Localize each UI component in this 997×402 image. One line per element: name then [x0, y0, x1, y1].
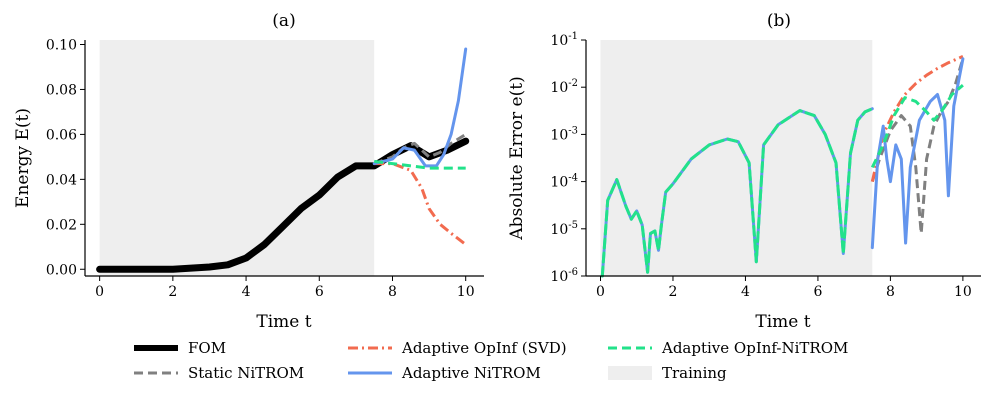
panel-b: (b) 0 2 4 6 8 10 10-6 10-5 10-4 10-3 10-2 10-1 Time… [507, 11, 981, 332]
y-tick-label-a: 0.08 [46, 82, 77, 98]
y-tick-label-b: 10-6 [550, 267, 578, 285]
panel-a: (a) 0 2 4 6 8 10 0.00 0.02 0.04 0.06 0.08 0.10 Time… [13, 11, 484, 332]
series-a-fom [96, 137, 470, 273]
legend-entry-fom: FOM [134, 339, 226, 357]
legend-entry-training: Training [608, 364, 727, 382]
x-tick-label-b: 0 [596, 284, 605, 300]
panel-b-training-region [600, 40, 873, 276]
x-tick-label-a: 6 [315, 284, 324, 300]
series-b-adaptive-nitrom [870, 57, 965, 250]
x-tick-label-a: 0 [95, 284, 104, 300]
series-b-adaptive-opinf-svd [870, 55, 964, 182]
series-a-adaptive-opinf-nitrom [374, 159, 466, 170]
panel-b-xlabel: Time t [755, 312, 810, 332]
series-a-adaptive-opinf-svd [374, 162, 467, 246]
x-tick-label-a: 2 [168, 284, 177, 300]
x-tick-label-b: 4 [741, 284, 750, 300]
y-tick-label-b: 10-5 [550, 220, 578, 238]
panel-b-title: (b) [767, 11, 791, 31]
x-tick-label-b: 6 [813, 284, 822, 300]
legend-label-fom: FOM [188, 339, 226, 357]
legend-swatch-training [608, 366, 652, 380]
legend-entry-static-nitrom: Static NiTROM [134, 364, 304, 382]
legend-entry-adaptive-nitrom: Adaptive NiTROM [348, 364, 541, 382]
legend-entry-opinf-svd: Adaptive OpInf (SVD) [348, 339, 567, 357]
series-b-training-error [600, 107, 874, 278]
y-tick-label-a: 0.00 [46, 262, 77, 278]
x-tick-label-a: 10 [457, 284, 475, 300]
x-tick-label-b: 8 [886, 284, 895, 300]
y-tick-label-a: 0.10 [46, 37, 77, 53]
panel-a-ticks: 0 2 4 6 8 10 0.00 0.02 0.04 0.06 0.08 0.10 [46, 37, 475, 300]
panel-b-series [600, 55, 965, 278]
legend-label-adaptive-nitrom: Adaptive NiTROM [401, 364, 541, 382]
legend: FOM Static NiTROM Adaptive OpInf (SVD) A… [134, 339, 848, 382]
legend-entry-opinf-nitrom: Adaptive OpInf-NiTROM [608, 339, 848, 357]
y-tick-label-a: 0.02 [46, 217, 77, 233]
x-tick-label-a: 4 [242, 284, 251, 300]
y-tick-label-a: 0.04 [46, 172, 77, 188]
x-tick-label-b: 10 [954, 284, 972, 300]
panel-a-title: (a) [272, 11, 295, 31]
panel-a-ylabel: Energy E(t) [13, 108, 33, 208]
y-tick-label-b: 10-3 [550, 125, 578, 143]
y-tick-label-b: 10-1 [550, 31, 578, 49]
legend-label-opinf-svd: Adaptive OpInf (SVD) [401, 339, 567, 357]
x-tick-label-a: 8 [388, 284, 397, 300]
y-tick-label-a: 0.06 [46, 127, 77, 143]
panel-b-ylabel: Absolute Error e(t) [507, 76, 527, 240]
y-tick-label-b: 10-4 [550, 173, 578, 191]
legend-label-static-nitrom: Static NiTROM [188, 364, 304, 382]
panel-a-xlabel: Time t [256, 312, 311, 332]
legend-label-training: Training [662, 364, 727, 382]
x-tick-label-b: 2 [669, 284, 678, 300]
panel-a-training-region [99, 40, 375, 276]
panel-a-series [96, 47, 470, 273]
y-tick-label-b: 10-2 [550, 78, 578, 96]
legend-label-opinf-nitrom: Adaptive OpInf-NiTROM [661, 339, 848, 357]
series-a-adaptive-nitrom [372, 47, 468, 168]
